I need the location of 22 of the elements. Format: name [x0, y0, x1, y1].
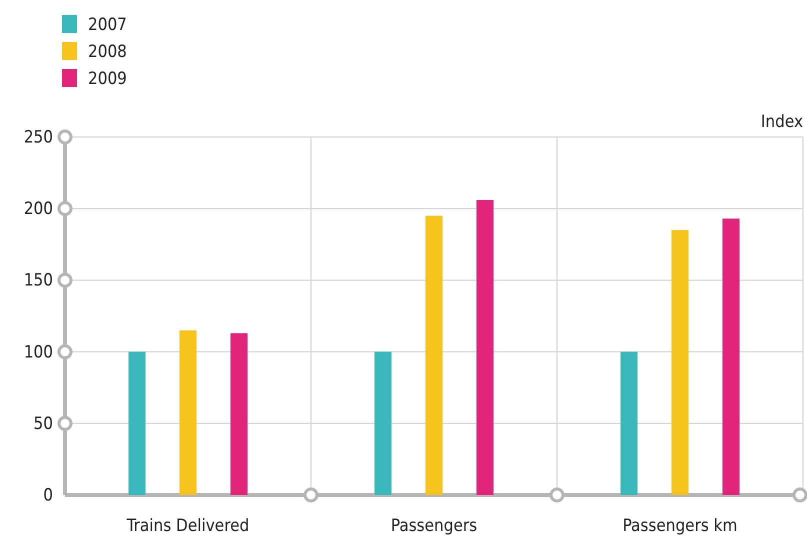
y-tick-label: 200 [24, 199, 53, 220]
x-tick-label: Passengers [390, 516, 478, 536]
legend-label: 2008 [88, 42, 127, 62]
bar [672, 230, 688, 495]
bar [722, 218, 740, 495]
bar [180, 330, 196, 495]
bar [374, 352, 392, 495]
y-tick-label: 50 [34, 414, 53, 434]
legend-label: 2007 [88, 15, 127, 35]
bar [230, 333, 248, 495]
x-tick-label: Passengers km [622, 516, 738, 536]
y-axis-title: Index [760, 112, 803, 132]
y-tick-label: 150 [24, 270, 53, 291]
legend-label: 2009 [88, 69, 127, 89]
bar [620, 352, 638, 495]
bar [128, 352, 146, 495]
y-tick-label: 250 [24, 127, 53, 148]
bar [476, 200, 494, 495]
y-tick-label: 0 [43, 485, 53, 506]
bar [426, 216, 442, 495]
x-tick-label: Trains Delivered [126, 516, 250, 536]
y-tick-label: 100 [24, 342, 53, 362]
